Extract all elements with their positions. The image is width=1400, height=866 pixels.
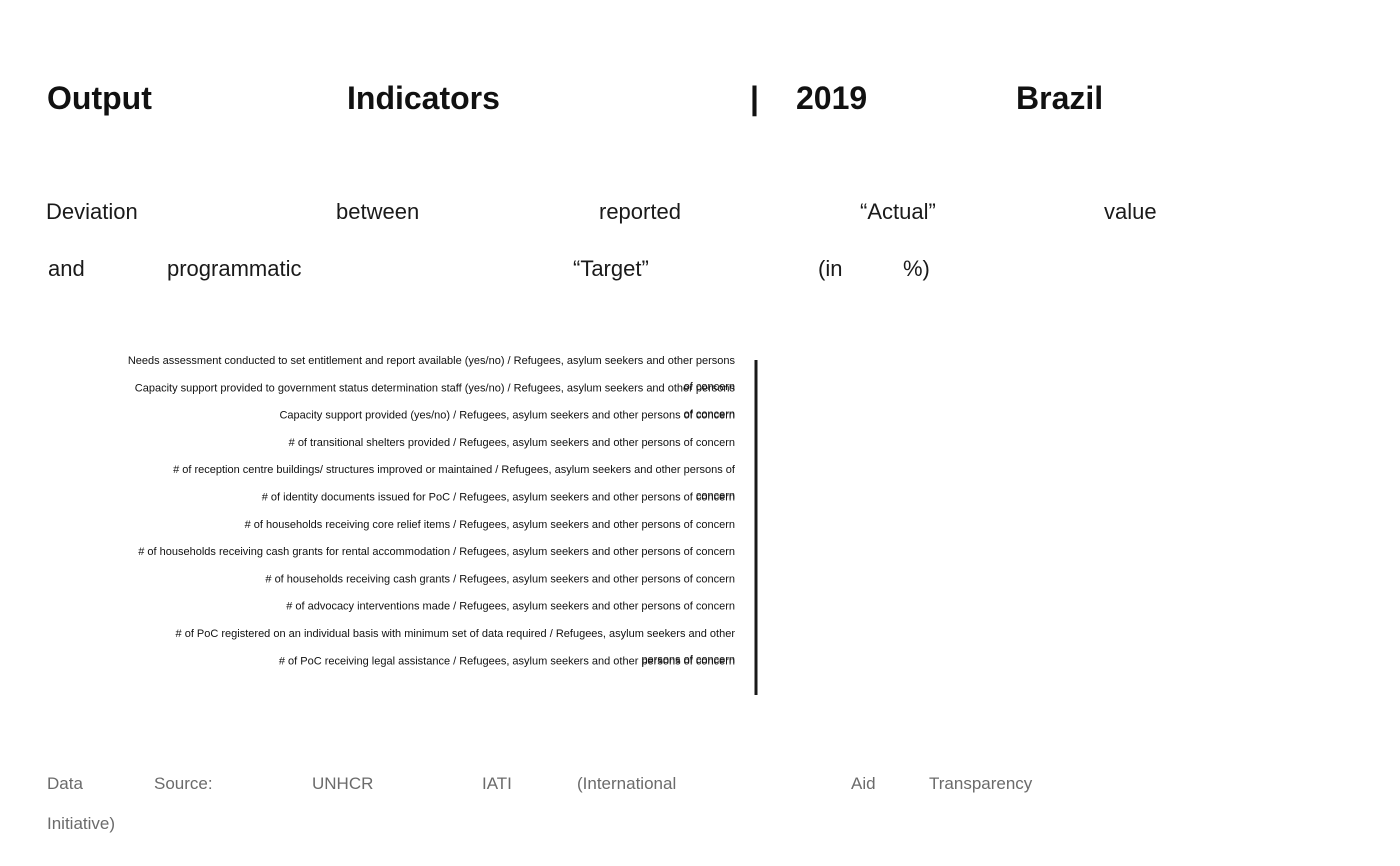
category-label: # of PoC registered on an individual bas… <box>176 628 736 666</box>
title-word-country: Brazil <box>1016 80 1104 116</box>
bar-chart: Needs assessment conducted to set entitl… <box>128 355 758 695</box>
subtitle-word: and <box>48 256 85 281</box>
data-source-line-1: Data Source: UNHCR IATI (International A… <box>47 773 1047 797</box>
subtitle-word: between <box>336 199 420 224</box>
subtitle-word: programmatic <box>167 256 302 281</box>
category-label: # of households receiving cash grants / … <box>265 573 735 585</box>
chart-subtitle-line-2: and programmatic “Target” (in %) <box>46 255 1186 285</box>
category-labels: Needs assessment conducted to set entitl… <box>128 355 736 667</box>
source-word: (International <box>577 774 677 793</box>
category-label: Capacity support provided (yes/no) / Ref… <box>279 410 735 422</box>
category-label: Capacity support provided to government … <box>135 382 736 420</box>
title-word-output: Output <box>47 80 152 116</box>
subtitle-word: Deviation <box>46 199 138 224</box>
category-label: # of identity documents issued for PoC /… <box>262 492 735 504</box>
title-word-year: 2019 <box>796 80 868 116</box>
source-word: Transparency <box>929 774 1033 793</box>
category-label: # of reception centre buildings/ structu… <box>173 464 736 502</box>
data-source-line-2: Initiative) <box>47 813 1047 837</box>
category-label: Needs assessment conducted to set entitl… <box>128 355 736 393</box>
title-word-indicators: Indicators <box>347 80 500 116</box>
source-word: UNHCR <box>312 774 374 793</box>
subtitle-word: (in <box>818 256 843 281</box>
source-word: Initiative) <box>47 814 116 833</box>
category-label: # of households receiving cash grants fo… <box>138 546 735 558</box>
source-word: Aid <box>851 774 876 793</box>
source-word: IATI <box>482 774 512 793</box>
subtitle-word: reported <box>599 199 681 224</box>
subtitle-word: “Actual” <box>860 199 936 224</box>
subtitle-word: “Target” <box>573 256 649 281</box>
category-label: # of transitional shelters provided / Re… <box>289 437 735 449</box>
title-separator: | <box>750 80 759 116</box>
category-label: # of PoC receiving legal assistance / Re… <box>279 655 735 667</box>
chart-subtitle-line-1: Deviation between reported “Actual” valu… <box>46 198 1186 228</box>
category-label: # of households receiving core relief it… <box>245 519 735 531</box>
source-word: Data <box>47 774 83 793</box>
subtitle-word: value <box>1104 199 1157 224</box>
category-label: # of advocacy interventions made / Refug… <box>286 601 735 613</box>
subtitle-word: %) <box>903 256 930 281</box>
chart-title: Output Indicators | 2019 Brazil <box>47 78 1127 122</box>
source-word: Source: <box>154 774 213 793</box>
